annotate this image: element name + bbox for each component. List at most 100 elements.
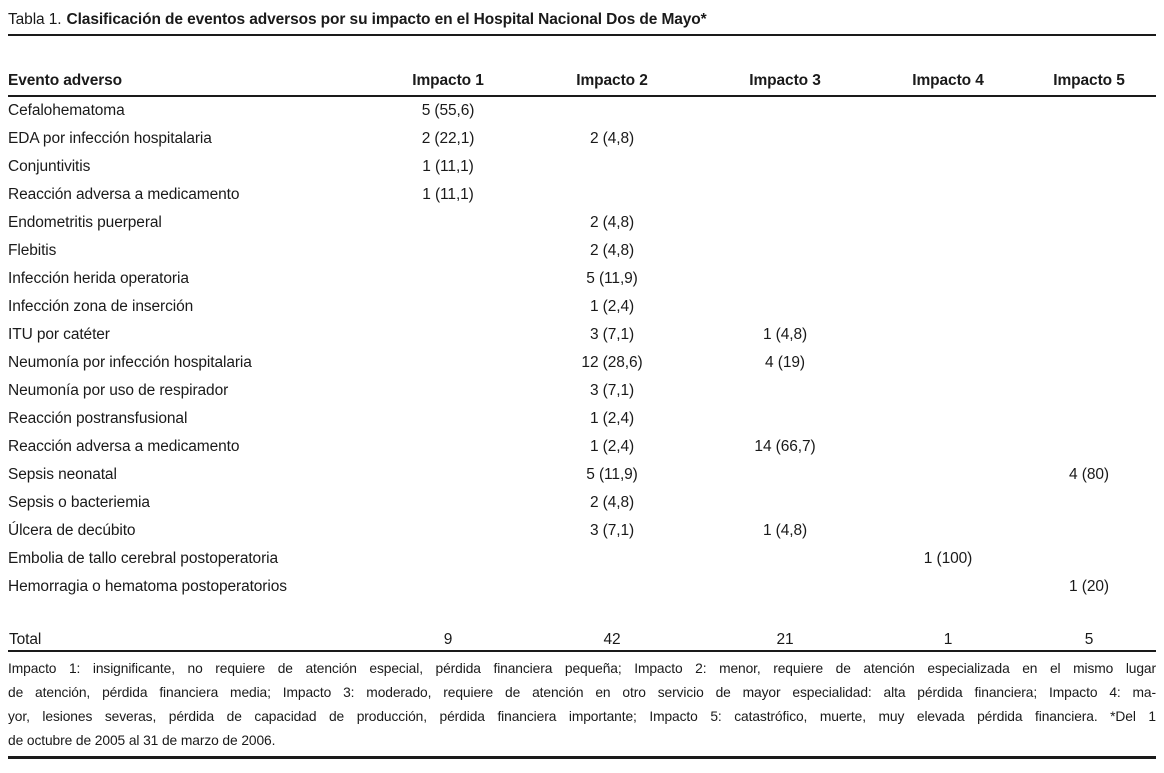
impacto-2-cell — [528, 96, 696, 125]
impacto-3-cell: 1 (4,8) — [762, 522, 808, 539]
impacto-1-cell — [368, 237, 528, 265]
impacto-1-cell — [368, 433, 528, 461]
table-row: Úlcera de decúbito 3 (7,1) 1 (4,8) — [8, 517, 1156, 545]
impacto-2-cell — [528, 153, 696, 181]
total-impacto-2: 42 — [603, 631, 621, 648]
table-row: Infección zona de inserción 1 (2,4) — [8, 293, 1156, 321]
impacto-2-cell: 1 (2,4) — [589, 410, 635, 427]
impacto-2-cell: 3 (7,1) — [589, 326, 635, 343]
impacto-2-cell: 2 (4,8) — [589, 494, 635, 511]
impacto-5-cell — [1022, 265, 1156, 293]
impacto-3-cell — [696, 405, 874, 433]
impacto-5-cell — [1022, 237, 1156, 265]
table-row: Endometritis puerperal 2 (4,8) — [8, 209, 1156, 237]
impacto-4-cell — [874, 181, 1022, 209]
impacto-4-cell — [874, 517, 1022, 545]
event-name-cell: Conjuntivitis — [8, 158, 91, 175]
table-title: Tabla 1. Clasificación de eventos adverso… — [8, 0, 1156, 30]
impacto-5-cell — [1022, 349, 1156, 377]
impacto-3-cell — [696, 489, 874, 517]
table-number: Tabla 1. — [8, 11, 62, 28]
impacto-2-cell: 12 (28,6) — [581, 354, 643, 371]
impacto-1-cell — [368, 321, 528, 349]
column-header-impacto-1: Impacto 1 — [368, 36, 528, 97]
impacto-3-cell: 1 (4,8) — [762, 326, 808, 343]
impacto-2-cell — [528, 573, 696, 601]
impacto-4-cell: 1 (100) — [923, 550, 973, 567]
impacto-3-cell — [696, 377, 874, 405]
event-name-cell: Neumonía por infección hospitalaria — [8, 354, 252, 371]
event-name-cell: Sepsis neonatal — [8, 466, 117, 483]
table-caption: Clasificación de eventos adversos por su… — [66, 11, 707, 28]
impacto-4-cell — [874, 96, 1022, 125]
event-name-cell: Embolia de tallo cerebral postoperatoria — [8, 550, 278, 567]
table-row: Cefalohematoma 5 (55,6) — [8, 96, 1156, 125]
impacto-4-cell — [874, 489, 1022, 517]
impacto-3-cell — [696, 181, 874, 209]
column-header-evento-adverso: Evento adverso — [8, 36, 368, 97]
impacto-1-cell — [368, 461, 528, 489]
column-header-impacto-5: Impacto 5 — [1022, 36, 1156, 97]
impacto-2-cell — [528, 545, 696, 573]
total-impacto-5: 5 — [1084, 631, 1094, 648]
impacto-1-cell — [368, 517, 528, 545]
table-row: Conjuntivitis 1 (11,1) — [8, 153, 1156, 181]
impacto-1-cell — [368, 265, 528, 293]
table-row: Reacción postransfusional 1 (2,4) — [8, 405, 1156, 433]
event-name-cell: Infección zona de inserción — [8, 298, 194, 315]
impacto-2-cell: 5 (11,9) — [586, 466, 638, 483]
event-name-cell: Hemorragia o hematoma postoperatorios — [8, 578, 287, 595]
impacto-2-cell — [528, 181, 696, 209]
impacto-5-cell — [1022, 433, 1156, 461]
table-row: EDA por infección hospitalaria 2 (22,1) … — [8, 125, 1156, 153]
event-name-cell: Reacción adversa a medicamento — [8, 438, 240, 455]
impacto-5-cell — [1022, 293, 1156, 321]
impacto-1-cell — [368, 293, 528, 321]
impacto-3-cell — [696, 153, 874, 181]
footnote-divider — [8, 650, 1156, 652]
impacto-5-cell — [1022, 96, 1156, 125]
footnote-line: Impacto 1: insignificante, no requiere d… — [8, 661, 1156, 676]
impacto-3-cell — [696, 125, 874, 153]
impacto-4-cell — [874, 433, 1022, 461]
impacto-4-cell — [874, 461, 1022, 489]
column-header-impacto-3: Impacto 3 — [696, 36, 874, 97]
impacto-5-cell — [1022, 489, 1156, 517]
impacto-4-cell — [874, 265, 1022, 293]
event-name-cell: Reacción adversa a medicamento — [8, 186, 240, 203]
impacto-2-cell: 2 (4,8) — [589, 242, 635, 259]
impacto-2-cell: 2 (4,8) — [589, 130, 635, 147]
event-name-cell: Endometritis puerperal — [8, 214, 162, 231]
table-row: Reacción adversa a medicamento 1 (2,4) 1… — [8, 433, 1156, 461]
adverse-events-table: Evento adverso Impacto 1 Impacto 2 Impac… — [8, 36, 1156, 650]
impacto-4-cell — [874, 573, 1022, 601]
impacto-1-cell — [368, 349, 528, 377]
impacto-3-cell — [696, 237, 874, 265]
impacto-4-cell — [874, 125, 1022, 153]
impacto-1-cell: 1 (11,1) — [422, 186, 474, 203]
table-row: Infección herida operatoria 5 (11,9) — [8, 265, 1156, 293]
impacto-4-cell — [874, 293, 1022, 321]
impacto-1-cell — [368, 377, 528, 405]
bottom-divider — [8, 756, 1156, 759]
impacto-1-cell — [368, 405, 528, 433]
impacto-1-cell: 2 (22,1) — [421, 130, 475, 147]
title-divider — [8, 34, 1156, 36]
total-impacto-4: 1 — [943, 631, 953, 648]
impacto-5-cell — [1022, 377, 1156, 405]
impacto-2-cell: 1 (2,4) — [589, 438, 635, 455]
impacto-5-cell: 1 (20) — [1069, 578, 1109, 595]
footnote-line: de octubre de 2005 al 31 de marzo de 200… — [8, 733, 276, 748]
column-header-impacto-4: Impacto 4 — [874, 36, 1022, 97]
impacto-3-cell: 4 (19) — [765, 354, 805, 371]
table-row: Flebitis 2 (4,8) — [8, 237, 1156, 265]
impacto-3-cell: 14 (66,7) — [754, 438, 816, 455]
impacto-5-cell — [1022, 209, 1156, 237]
impacto-4-cell — [874, 209, 1022, 237]
table-row: Sepsis neonatal 5 (11,9) 4 (80) — [8, 461, 1156, 489]
table-footnote: Impacto 1: insignificante, no requiere d… — [8, 657, 1156, 753]
impacto-3-cell — [696, 573, 874, 601]
table-row: Sepsis o bacteriemia 2 (4,8) — [8, 489, 1156, 517]
impacto-1-cell: 5 (55,6) — [421, 102, 475, 119]
